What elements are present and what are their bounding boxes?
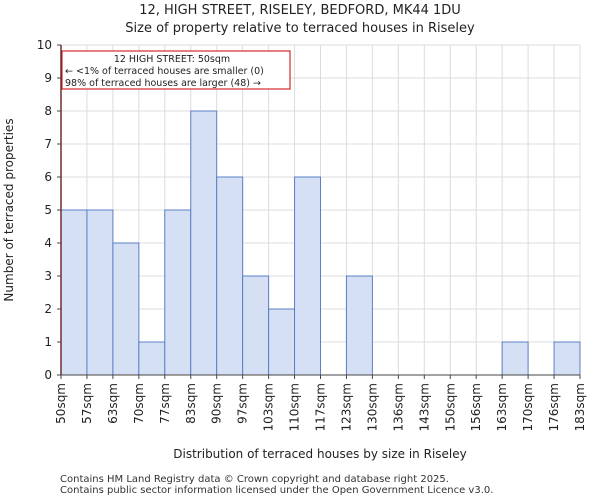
bars <box>60 110 581 376</box>
x-tick-label: 183sqm <box>573 383 587 431</box>
bar-176sqm <box>553 341 581 376</box>
footer-copyright: Contains HM Land Registry data © Crown c… <box>60 474 449 485</box>
y-tick-label: 4 <box>44 236 52 250</box>
bar-63sqm <box>112 242 140 376</box>
x-tick-label: 176sqm <box>547 383 561 431</box>
footer-licence: Contains public sector information licen… <box>60 485 494 496</box>
bar-83sqm <box>190 110 218 376</box>
x-tick-label: 123sqm <box>339 383 353 431</box>
bar-77sqm <box>164 209 192 376</box>
x-tick-label: 170sqm <box>521 383 535 431</box>
bar-123sqm <box>345 275 373 376</box>
y-tick-label: 0 <box>44 368 52 382</box>
bar-110sqm <box>294 176 321 376</box>
x-tick-label: 136sqm <box>391 383 405 431</box>
annotation-layer: 12 HIGH STREET: 50sqm← <1% of terraced h… <box>61 50 291 90</box>
x-tick-label: 63sqm <box>106 383 120 424</box>
bar-57sqm <box>86 209 114 376</box>
chart-title: 12, HIGH STREET, RISELEY, BEDFORD, MK44 … <box>139 3 461 18</box>
bar-103sqm <box>268 308 296 376</box>
y-tick-label: 1 <box>44 335 52 349</box>
x-tick-label: 110sqm <box>288 383 302 431</box>
x-tick-label: 50sqm <box>54 383 68 424</box>
x-tick-label: 143sqm <box>417 383 431 431</box>
x-tick-label: 150sqm <box>443 383 457 431</box>
y-axis-label: Number of terraced properties <box>2 118 16 301</box>
axes: 0 1 2 3 4 5 6 7 8 9 10 50sqm 57sqm 63sqm 70sqm 77sqm 83s… <box>37 38 587 431</box>
x-tick-label: 77sqm <box>158 383 172 424</box>
x-axis-label: Distribution of terraced houses by size … <box>173 447 466 461</box>
annotation-line: ← <1% of terraced houses are smaller (0) <box>65 66 264 77</box>
bar-50sqm <box>60 209 88 376</box>
annotation-box <box>61 50 291 90</box>
x-tick-label: 97sqm <box>236 383 250 424</box>
x-tick-label: 103sqm <box>262 383 276 431</box>
y-tick-label: 3 <box>44 269 52 283</box>
x-tick-label: 156sqm <box>469 383 483 431</box>
y-tick-label: 5 <box>44 203 52 217</box>
bar-163sqm <box>501 341 529 376</box>
bar-90sqm <box>216 176 244 376</box>
x-tick-label: 163sqm <box>495 383 509 431</box>
x-tick-label: 57sqm <box>80 383 94 424</box>
y-tick-label: 7 <box>44 137 52 151</box>
y-tick-label: 2 <box>44 302 52 316</box>
annotation-line: 98% of terraced houses are larger (48) → <box>65 78 261 89</box>
x-tick-label: 90sqm <box>210 383 224 424</box>
y-tick-label: 8 <box>44 104 52 118</box>
y-tick-label: 6 <box>44 170 52 184</box>
x-tick-label: 117sqm <box>314 383 328 431</box>
bar-70sqm <box>138 341 166 376</box>
x-tick-label: 130sqm <box>365 383 379 431</box>
bar-97sqm <box>242 275 270 376</box>
x-tick-label: 83sqm <box>184 383 198 424</box>
chart-subtitle: Size of property relative to terraced ho… <box>125 21 475 36</box>
y-tick-label: 9 <box>44 71 52 85</box>
x-tick-label: 70sqm <box>132 383 146 424</box>
y-tick-label: 10 <box>37 38 52 52</box>
annotation-line: 12 HIGH STREET: 50sqm <box>114 54 230 65</box>
